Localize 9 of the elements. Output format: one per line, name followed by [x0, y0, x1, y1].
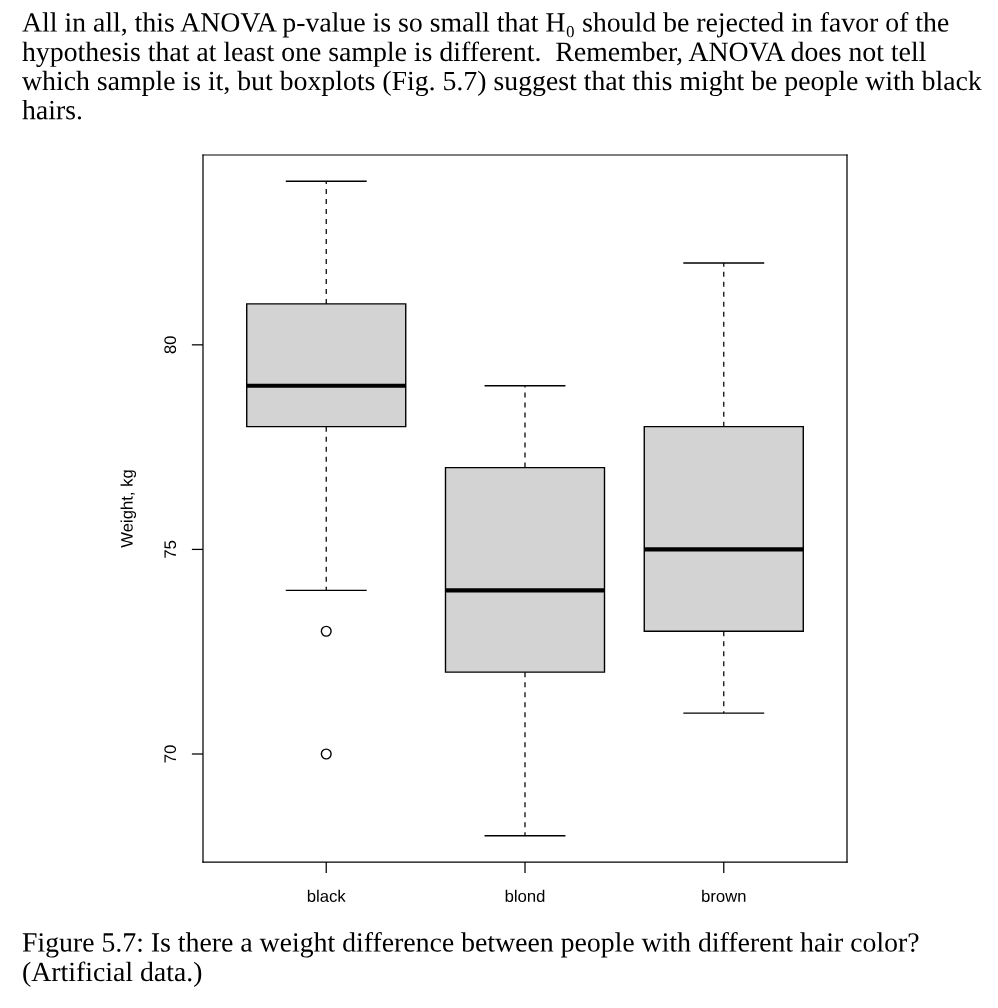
y-tick-label: 75 — [164, 540, 177, 558]
x-tick-label: brown — [702, 889, 746, 903]
text: All in all, this ANOVA p-value is so small that H₀ should be rejected in favor of the hypothesis that at least one sample is different. Remember, ANOVA does not tell which sample is it, but boxplots (Fig. 5.7) suggest that this might be people with black hairs. — [22, 12, 982, 120]
y-tick-label: 80 — [164, 336, 177, 354]
x-tick-label: blond — [505, 889, 545, 903]
y-axis-title: Weight, kg — [120, 470, 137, 548]
y-tick-label: 70 — [164, 745, 177, 763]
x-tick-label: black — [307, 889, 346, 903]
caption: Figure 5.7: Is there a weight difference between people with different hair color? (Artificial data.) — [22, 932, 919, 987]
